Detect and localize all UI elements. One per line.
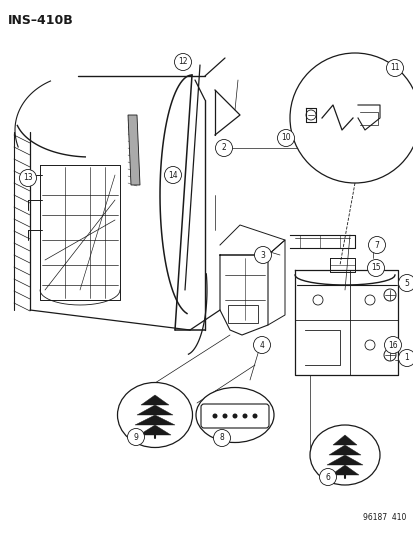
Text: 7: 7 xyxy=(374,240,379,249)
Circle shape xyxy=(252,414,257,418)
Text: 10: 10 xyxy=(280,133,290,142)
Polygon shape xyxy=(141,395,169,405)
Text: 9: 9 xyxy=(133,432,138,441)
Text: 16: 16 xyxy=(387,341,397,350)
Circle shape xyxy=(164,166,181,183)
Circle shape xyxy=(242,414,247,418)
Circle shape xyxy=(277,130,294,147)
Text: 4: 4 xyxy=(259,341,264,350)
Text: INS–410B: INS–410B xyxy=(8,14,74,27)
Circle shape xyxy=(213,430,230,447)
Text: 6: 6 xyxy=(325,472,330,481)
Circle shape xyxy=(367,260,384,277)
Circle shape xyxy=(368,237,385,254)
Text: 5: 5 xyxy=(404,279,408,287)
Circle shape xyxy=(253,336,270,353)
Circle shape xyxy=(289,53,413,183)
Circle shape xyxy=(127,429,144,446)
Circle shape xyxy=(386,60,403,77)
Circle shape xyxy=(319,469,336,486)
Circle shape xyxy=(174,53,191,70)
Text: 15: 15 xyxy=(370,263,380,272)
Text: 2: 2 xyxy=(221,143,226,152)
Circle shape xyxy=(212,414,217,418)
Circle shape xyxy=(384,336,401,353)
Text: 11: 11 xyxy=(389,63,399,72)
Bar xyxy=(228,305,257,323)
Circle shape xyxy=(398,274,413,292)
Text: 96187  410: 96187 410 xyxy=(362,513,405,522)
Polygon shape xyxy=(139,425,171,435)
Polygon shape xyxy=(135,415,175,425)
Polygon shape xyxy=(332,435,356,445)
Text: 13: 13 xyxy=(23,174,33,182)
Circle shape xyxy=(19,169,36,187)
Polygon shape xyxy=(326,455,362,465)
Circle shape xyxy=(232,414,237,418)
Ellipse shape xyxy=(195,387,273,442)
Polygon shape xyxy=(328,445,360,455)
Text: 1: 1 xyxy=(404,353,408,362)
Circle shape xyxy=(254,246,271,263)
Circle shape xyxy=(222,414,227,418)
Polygon shape xyxy=(137,405,173,415)
Polygon shape xyxy=(128,115,140,185)
Text: 12: 12 xyxy=(178,58,188,67)
Circle shape xyxy=(398,350,413,367)
Circle shape xyxy=(215,140,232,157)
Text: 3: 3 xyxy=(260,251,265,260)
Ellipse shape xyxy=(117,383,192,448)
Text: 14: 14 xyxy=(168,171,177,180)
Text: 8: 8 xyxy=(219,433,224,442)
Ellipse shape xyxy=(309,425,379,485)
Polygon shape xyxy=(330,465,358,475)
